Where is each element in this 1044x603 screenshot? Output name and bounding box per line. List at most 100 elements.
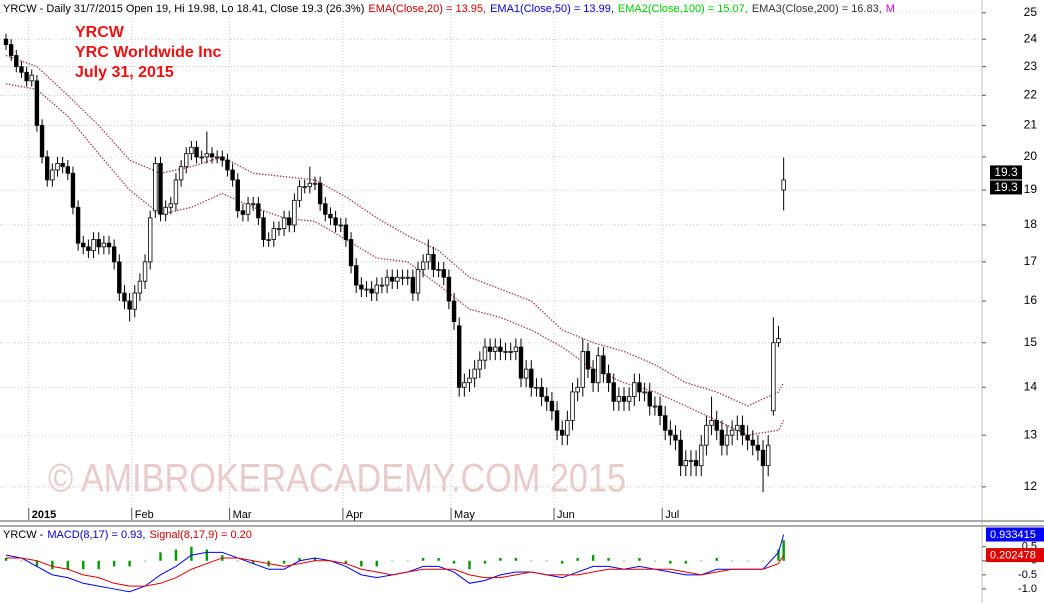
candle-body xyxy=(173,179,179,205)
legend-entry: EMA2(Close,100) = 15.07, xyxy=(618,3,748,15)
histogram-bar xyxy=(20,560,23,562)
candle-body xyxy=(482,346,488,361)
candle-body xyxy=(467,377,472,384)
candle-body xyxy=(86,246,91,251)
x-tick-label: Apr xyxy=(346,509,363,521)
histogram-bar xyxy=(406,560,409,562)
histogram-bar xyxy=(375,560,378,567)
x-tick-label: Mar xyxy=(233,509,252,521)
legend-entry: M xyxy=(886,3,895,15)
candle-body xyxy=(750,439,755,446)
candle-body xyxy=(348,239,354,267)
histogram-bar xyxy=(97,560,100,570)
candle-body xyxy=(271,228,276,240)
candle-body xyxy=(369,288,374,294)
legend-entry: Signal(8,17,9) = 0.20 xyxy=(149,529,251,541)
histogram-bar xyxy=(128,560,131,567)
candle-body xyxy=(91,239,96,251)
candle-body xyxy=(163,206,168,215)
candle-body xyxy=(431,253,436,270)
candle-body xyxy=(575,386,580,393)
legend-entry: EMA1(Close,50) = 13.99, xyxy=(490,3,614,15)
candle-body xyxy=(250,203,256,206)
price-tag xyxy=(990,165,1022,180)
candle-body xyxy=(740,424,745,436)
histogram-bar xyxy=(4,557,8,561)
candle-body xyxy=(106,242,112,248)
candle-body xyxy=(147,217,153,263)
histogram-bar xyxy=(684,560,687,564)
x-tick-label: Feb xyxy=(135,509,154,521)
candle-body xyxy=(647,391,652,407)
histogram-bar xyxy=(700,560,703,562)
candle-body xyxy=(668,429,673,436)
candle-body xyxy=(24,71,29,82)
candle-body xyxy=(384,276,390,286)
candle-body xyxy=(395,276,400,282)
histogram-bar xyxy=(112,560,116,567)
histogram-bar xyxy=(313,557,317,561)
y-tick-label: 25 xyxy=(1024,5,1038,19)
candle-body xyxy=(390,276,395,282)
candle-body xyxy=(724,434,730,446)
candle-body xyxy=(601,355,606,375)
histogram-bar xyxy=(782,540,785,561)
candle-body xyxy=(55,163,60,171)
candle-body xyxy=(523,368,529,379)
legend: YRCW - MACD(8,17) = 0.93, Signal(8,17,9) =… xyxy=(3,529,252,541)
candle-body xyxy=(292,199,297,226)
ema-line xyxy=(5,54,785,407)
histogram-bar xyxy=(190,546,193,561)
y-tick-label: 19 xyxy=(1024,182,1038,196)
candle-body xyxy=(606,373,611,384)
candle-body xyxy=(29,74,34,82)
histogram-bar xyxy=(143,560,147,562)
histogram-bar xyxy=(576,557,579,561)
histogram-bar xyxy=(391,560,394,562)
value-tag xyxy=(986,527,1044,542)
candle-body xyxy=(766,444,771,467)
candle-body xyxy=(549,400,555,412)
candle-body xyxy=(529,368,534,388)
histogram-bar xyxy=(514,557,518,561)
x-tick-label: Jul xyxy=(665,509,679,521)
candle-body xyxy=(472,368,477,379)
candle-body xyxy=(585,351,591,370)
candle-body xyxy=(353,265,359,286)
candle-body xyxy=(333,217,338,226)
candle-body xyxy=(729,429,735,436)
candle-body xyxy=(266,239,271,241)
candle-body xyxy=(328,213,333,219)
candle-body xyxy=(81,242,86,248)
candle-body xyxy=(498,346,503,352)
annotation: YRCW xyxy=(75,24,125,41)
candle-body xyxy=(122,292,127,302)
candle-body xyxy=(302,186,307,189)
candle-body xyxy=(168,203,173,208)
histogram-bar xyxy=(236,560,239,562)
y-tick-label: 15 xyxy=(1024,335,1038,349)
y-tick-label: -1.0 xyxy=(1018,583,1037,595)
candle-body xyxy=(117,261,122,294)
candle-body xyxy=(50,169,55,181)
histogram-bar xyxy=(761,560,765,562)
candle-body xyxy=(776,338,781,344)
legend-entry: YRCW - xyxy=(3,529,44,541)
candle-body xyxy=(632,382,637,397)
candle-body xyxy=(220,156,225,161)
histogram-bar xyxy=(777,549,780,561)
candle-body xyxy=(343,224,349,240)
histogram-bar xyxy=(746,560,749,562)
candle-body xyxy=(225,159,230,171)
indicator-line xyxy=(6,554,785,587)
candle-body xyxy=(204,153,210,158)
candle-body xyxy=(652,405,658,408)
candle-body xyxy=(570,391,575,421)
candle-body xyxy=(8,44,14,56)
candle-body xyxy=(400,276,405,279)
histogram-bar xyxy=(545,560,548,562)
annotation: July 31, 2015 xyxy=(75,64,174,81)
candle-body xyxy=(45,156,50,181)
candle-body xyxy=(60,163,65,168)
